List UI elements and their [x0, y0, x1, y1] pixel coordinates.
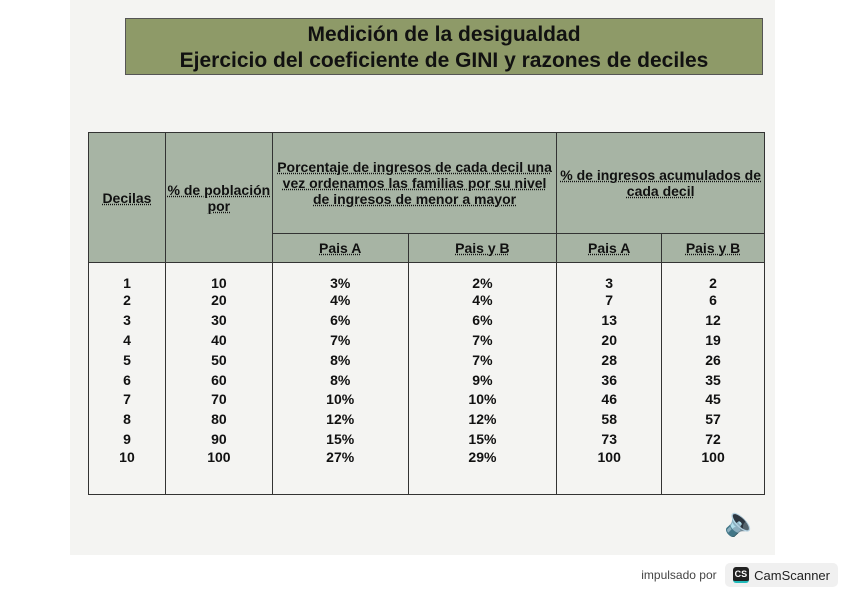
table-cell: 4% [271, 290, 409, 311]
table-cell: 36 [556, 369, 663, 390]
table-cell: 5 [88, 349, 166, 370]
table-cell: 58 [556, 409, 663, 430]
header-pais-a-acum: Pais A [556, 233, 663, 263]
table-row: 3 30 6% 6% 13 12 [88, 310, 765, 331]
header-poblacion: % de población por [164, 132, 273, 263]
speaker-icon: 🔈 [724, 506, 759, 537]
header-pais-b-acum: Pais y B [661, 233, 765, 263]
table-cell: 73 [556, 429, 663, 449]
header-pais-b: Pais y B [407, 233, 558, 263]
table-cell: 10 [164, 262, 273, 291]
table-cell: 100 [661, 448, 765, 495]
table-cell: 13 [556, 310, 663, 331]
table-cell: 6 [661, 290, 765, 311]
table-row: 2 20 4% 4% 7 6 [88, 290, 765, 311]
table-cell: 26 [661, 349, 765, 370]
table-cell: 10 [88, 448, 166, 495]
header-decilas: Decilas [88, 132, 166, 263]
table-cell: 100 [164, 448, 273, 495]
table-cell: 28 [556, 349, 663, 370]
table-row: 9 90 15% 15% 73 72 [88, 429, 765, 449]
table-cell: 3 [556, 262, 663, 291]
table-row: 8 80 12% 12% 58 57 [88, 409, 765, 430]
table-row: 7 70 10% 10% 46 45 [88, 389, 765, 410]
table-row: 5 50 8% 7% 28 26 [88, 349, 765, 370]
table-cell: 2 [661, 262, 765, 291]
table-cell: 15% [407, 429, 558, 449]
table-cell: 4% [407, 290, 558, 311]
title-banner: Medición de la desigualdad Ejercicio del… [125, 18, 763, 75]
header-pais-a: Pais A [271, 233, 409, 263]
table-cell: 9% [407, 369, 558, 390]
table-cell: 60 [164, 369, 273, 390]
table-cell: 20 [164, 290, 273, 311]
table-cell: 46 [556, 389, 663, 410]
table-row: 1 10 3% 2% 3 2 [88, 262, 765, 291]
table-cell: 29% [407, 448, 558, 495]
table-cell: 35 [661, 369, 765, 390]
table-cell: 70 [164, 389, 273, 410]
table-cell: 90 [164, 429, 273, 449]
table-cell: 2% [407, 262, 558, 291]
table-cell: 45 [661, 389, 765, 410]
table-row: 10 100 27% 29% 100 100 [88, 448, 765, 495]
table-cell: 6 [88, 369, 166, 390]
table-cell: 10% [407, 389, 558, 410]
table-cell: 7% [407, 330, 558, 350]
table-cell: 72 [661, 429, 765, 449]
footer: impulsado por CS CamScanner [641, 563, 838, 587]
title-line1: Medición de la desigualdad [307, 23, 581, 46]
table-cell: 8% [271, 369, 409, 390]
table-cell: 2 [88, 290, 166, 311]
table-row: 6 60 8% 9% 36 35 [88, 369, 765, 390]
table-cell: 6% [271, 310, 409, 331]
table-cell: 57 [661, 409, 765, 430]
table-cell: 7 [88, 389, 166, 410]
table-cell: 8% [271, 349, 409, 370]
header-porcentaje: Porcentaje de ingresos de cada decil una… [271, 132, 558, 234]
table-cell: 9 [88, 429, 166, 449]
table-cell: 100 [556, 448, 663, 495]
powered-by-text: impulsado por [641, 568, 717, 582]
header-acumulados: % de ingresos acumulados de cada decil [556, 132, 765, 234]
gini-table: Decilas % de población por Porcentaje de… [88, 132, 765, 495]
table-cell: 3% [271, 262, 409, 291]
table-cell: 4 [88, 330, 166, 350]
table-cell: 7 [556, 290, 663, 311]
table-cell: 80 [164, 409, 273, 430]
table-cell: 20 [556, 330, 663, 350]
camscanner-badge[interactable]: CS CamScanner [724, 563, 838, 587]
title-line2: Ejercicio del coeficiente de GINI y razo… [179, 49, 709, 72]
table-cell: 15% [271, 429, 409, 449]
table-cell: 10% [271, 389, 409, 410]
table-cell: 8 [88, 409, 166, 430]
table-cell: 7% [407, 349, 558, 370]
table-cell: 30 [164, 310, 273, 331]
table-cell: 7% [271, 330, 409, 350]
table-cell: 6% [407, 310, 558, 331]
table-cell: 3 [88, 310, 166, 331]
table-cell: 27% [271, 448, 409, 495]
camscanner-label: CamScanner [754, 567, 830, 583]
table-cell: 50 [164, 349, 273, 370]
table-cell: 12 [661, 310, 765, 331]
table-cell: 1 [88, 262, 166, 291]
table-row: 4 40 7% 7% 20 19 [88, 330, 765, 350]
table-cell: 40 [164, 330, 273, 350]
table-cell: 19 [661, 330, 765, 350]
camscanner-logo-icon: CS [732, 567, 750, 583]
table-cell: 12% [407, 409, 558, 430]
table-cell: 12% [271, 409, 409, 430]
